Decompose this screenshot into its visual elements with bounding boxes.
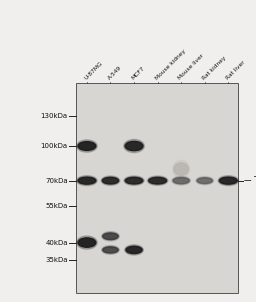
Text: MCF7: MCF7 — [131, 66, 146, 81]
Ellipse shape — [126, 246, 142, 254]
Ellipse shape — [219, 177, 237, 184]
Ellipse shape — [174, 163, 188, 175]
Ellipse shape — [173, 160, 190, 178]
Text: Rat kidney: Rat kidney — [201, 55, 227, 81]
Text: — TF: — TF — [244, 176, 256, 185]
Text: 35kDa: 35kDa — [45, 257, 68, 263]
Ellipse shape — [197, 178, 212, 184]
Ellipse shape — [103, 233, 118, 239]
Text: Rat liver: Rat liver — [225, 60, 246, 81]
Ellipse shape — [78, 238, 96, 247]
Ellipse shape — [78, 177, 96, 184]
Ellipse shape — [78, 142, 96, 150]
Ellipse shape — [102, 177, 119, 184]
Ellipse shape — [77, 140, 97, 152]
Ellipse shape — [125, 245, 143, 255]
Ellipse shape — [124, 176, 144, 185]
Ellipse shape — [196, 177, 214, 185]
Ellipse shape — [172, 176, 190, 185]
Ellipse shape — [147, 176, 168, 185]
Ellipse shape — [101, 176, 120, 185]
Ellipse shape — [103, 247, 118, 253]
Ellipse shape — [102, 246, 119, 254]
Text: Mouse kidney: Mouse kidney — [154, 48, 187, 81]
Text: 130kDa: 130kDa — [41, 113, 68, 119]
Ellipse shape — [218, 176, 239, 186]
Ellipse shape — [125, 177, 143, 184]
Text: 40kDa: 40kDa — [45, 239, 68, 246]
Ellipse shape — [125, 141, 143, 151]
Ellipse shape — [173, 178, 189, 184]
Ellipse shape — [124, 140, 144, 153]
Text: U-87MG: U-87MG — [83, 60, 104, 81]
Ellipse shape — [102, 232, 119, 241]
Bar — [76, 83, 238, 293]
Text: A-549: A-549 — [107, 65, 123, 81]
Ellipse shape — [77, 236, 97, 249]
Ellipse shape — [149, 177, 167, 184]
Text: 55kDa: 55kDa — [46, 203, 68, 209]
Ellipse shape — [77, 176, 97, 186]
Text: 70kDa: 70kDa — [45, 178, 68, 184]
Text: 100kDa: 100kDa — [41, 143, 68, 149]
Text: Mouse liver: Mouse liver — [178, 53, 205, 81]
